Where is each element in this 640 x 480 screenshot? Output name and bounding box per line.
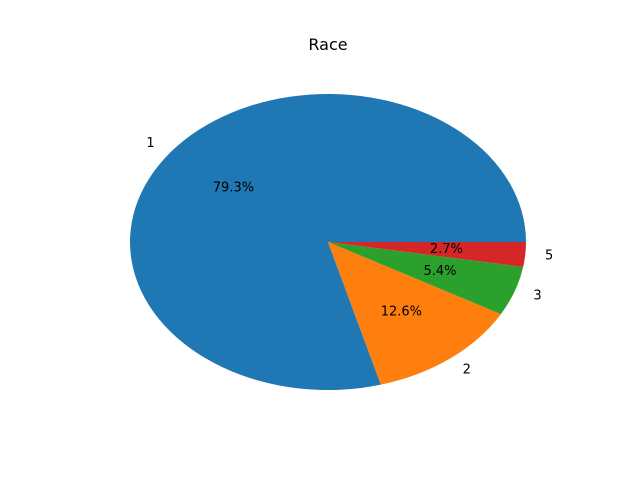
pie-slice-2 bbox=[328, 242, 501, 385]
slice-label-1: 1 bbox=[146, 136, 154, 151]
slice-label-3: 3 bbox=[533, 289, 541, 304]
percent-label-5: 2.7% bbox=[430, 242, 463, 257]
pie-slice-1 bbox=[130, 93, 526, 390]
chart-title: Race bbox=[308, 35, 347, 54]
percent-label-3: 5.4% bbox=[424, 264, 457, 279]
percent-label-2: 12.6% bbox=[381, 304, 422, 319]
pie-labels: 1 79.3% 2 12.6% 3 5.4% 5 2.7% bbox=[146, 136, 553, 378]
percent-label-1: 79.3% bbox=[213, 181, 254, 196]
pie-slice-5 bbox=[328, 242, 526, 267]
pie-slices bbox=[130, 93, 526, 390]
slice-label-5: 5 bbox=[545, 248, 553, 263]
pie-slice-3 bbox=[328, 242, 524, 315]
slice-label-2: 2 bbox=[463, 363, 471, 378]
